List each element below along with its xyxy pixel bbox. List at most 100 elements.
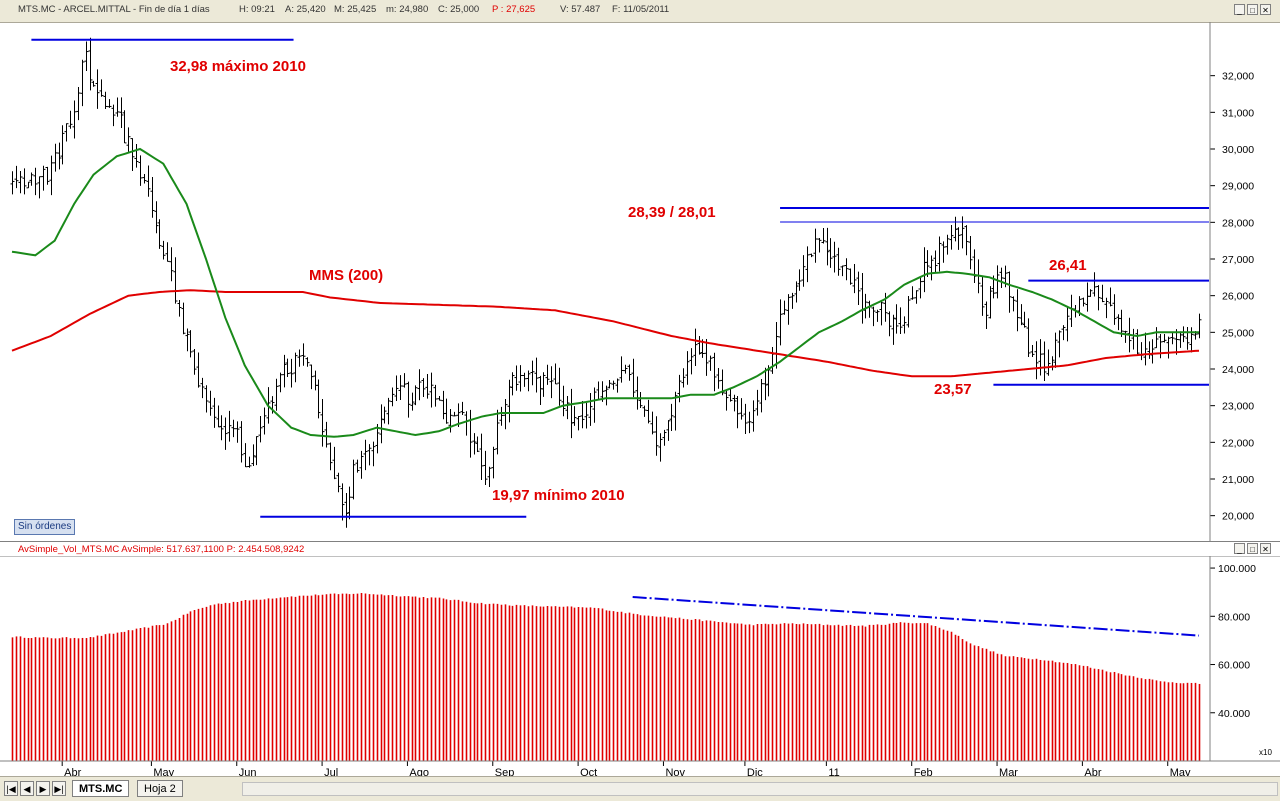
price-chart[interactable]: 20,000 21,000 22,000 23,000 24,000 25,000 26,0… — [0, 22, 1280, 541]
horizontal-scrollbar[interactable] — [242, 782, 1278, 796]
ohlc-bar — [220, 415, 224, 440]
ohlc-bar — [279, 373, 283, 393]
ohlc-bar — [946, 235, 950, 255]
volume-restore-button[interactable]: □ — [1247, 543, 1258, 554]
ohlc-bar — [244, 443, 248, 467]
level-2641-label: 26,41 — [1049, 257, 1087, 274]
ohlc-bar — [1148, 341, 1152, 359]
ohlc-bar — [201, 378, 205, 398]
ohlc-bar — [469, 410, 473, 458]
ohlc-bar — [872, 307, 876, 326]
first-sheet-button[interactable]: |◀ — [4, 781, 18, 796]
ohlc-bar — [368, 444, 372, 465]
ohlc-bar — [632, 359, 636, 397]
ohlc-bar — [38, 177, 42, 199]
ohlc-bar — [1070, 295, 1074, 327]
ohlc-bar — [597, 382, 601, 401]
ohlc-bar — [465, 411, 469, 435]
month-label: Feb — [914, 767, 933, 776]
ohlc-bar — [232, 420, 236, 437]
ohlc-bar — [11, 171, 15, 194]
ohlc-bar — [713, 353, 717, 392]
ohlc-bar — [496, 410, 500, 455]
ohlc-bar — [915, 290, 919, 303]
month-label: Dic — [747, 767, 763, 776]
ohlc-bar — [442, 391, 446, 419]
ohlc-bar — [147, 166, 151, 197]
restore-button[interactable]: □ — [1247, 4, 1258, 15]
ohlc-bar — [23, 168, 27, 194]
ohlc-bar — [826, 228, 830, 265]
short-ma-line — [12, 149, 1199, 437]
ohlc-bar — [445, 399, 449, 424]
ohlc-bar — [275, 379, 279, 411]
ohlc-bar — [519, 365, 523, 391]
ohlc-bar — [907, 296, 911, 328]
ohlc-bar — [209, 391, 213, 416]
ohlc-bar — [100, 79, 104, 96]
ohlc-bar — [740, 398, 744, 420]
next-sheet-button[interactable]: ▶ — [36, 781, 50, 796]
ohlc-bar — [771, 347, 775, 374]
ohlc-bar — [228, 411, 232, 442]
price-tick-label: 20,000 — [1222, 511, 1254, 523]
ohlc-bar — [1035, 341, 1039, 379]
ohlc-bar — [985, 302, 989, 329]
date-value: F: 11/05/2011 — [612, 4, 669, 15]
close-button[interactable]: ✕ — [1260, 4, 1271, 15]
ohlc-bar — [252, 444, 256, 466]
tab-mts-mc[interactable]: MTS.MC — [72, 780, 129, 797]
ohlc-bar — [787, 294, 791, 325]
ohlc-bar — [1008, 272, 1012, 313]
scale-marker: x10 — [1259, 748, 1272, 757]
ohlc-bar — [686, 351, 690, 385]
min-value: m: 24,980 — [386, 4, 428, 15]
volume-tick-label: 80.000 — [1218, 611, 1250, 623]
no-orders-badge[interactable]: Sin órdenes — [14, 519, 75, 535]
ohlc-bar — [135, 144, 139, 168]
ohlc-bar — [213, 398, 217, 428]
prev-sheet-button[interactable]: ◀ — [20, 781, 34, 796]
ohlc-bar — [616, 378, 620, 392]
ohlc-bar — [760, 379, 764, 412]
ohlc-bar — [302, 343, 306, 365]
ohlc-bar — [833, 242, 837, 273]
ohlc-bar — [624, 365, 628, 374]
ohlc-bar — [822, 228, 826, 243]
ohlc-bar — [217, 406, 221, 428]
ohlc-bar — [1186, 327, 1190, 350]
price-tick-label: 23,000 — [1222, 401, 1254, 413]
ohlc-bar — [286, 359, 290, 377]
ohlc-bar — [1012, 296, 1016, 311]
ohlc-bar — [61, 125, 65, 164]
ohlc-bar — [329, 442, 333, 470]
ohlc-bar — [158, 219, 162, 249]
ohlc-bar — [356, 460, 360, 473]
ohlc-bar — [193, 349, 197, 375]
month-label: 11 — [828, 767, 839, 776]
price-tick-label: 22,000 — [1222, 437, 1254, 449]
minimize-button[interactable]: _ — [1234, 4, 1245, 15]
ohlc-bar — [558, 368, 562, 406]
ohlc-bar — [647, 400, 651, 423]
ohlc-bar — [752, 400, 756, 431]
volume-close-button[interactable]: ✕ — [1260, 543, 1271, 554]
ohlc-bar — [1101, 285, 1105, 302]
price-tick-label: 25,000 — [1222, 327, 1254, 339]
ohlc-bar — [1058, 330, 1062, 357]
ohlc-bar — [197, 352, 201, 387]
ohlc-bar — [1151, 339, 1155, 363]
tab-hoja-2[interactable]: Hoja 2 — [137, 780, 183, 797]
ohlc-bar — [434, 385, 438, 407]
ohlc-bar — [1039, 339, 1043, 375]
volume-chart[interactable]: 40.000 60.000 80.000 100.000 Abr May Jun Jul Ag… — [0, 556, 1280, 776]
ohlc-bar — [259, 416, 263, 442]
volume-panel-header: AvSimple_Vol_MTS.MC AvSimple: 517.637,11… — [0, 541, 1280, 557]
ohlc-bar — [348, 487, 352, 520]
ohlc-bar — [407, 382, 411, 418]
ohlc-bar — [705, 339, 709, 376]
volume-minimize-button[interactable]: _ — [1234, 543, 1245, 554]
ohlc-bar — [104, 92, 108, 109]
ohlc-bar — [667, 420, 671, 441]
last-sheet-button[interactable]: ▶| — [52, 781, 66, 796]
